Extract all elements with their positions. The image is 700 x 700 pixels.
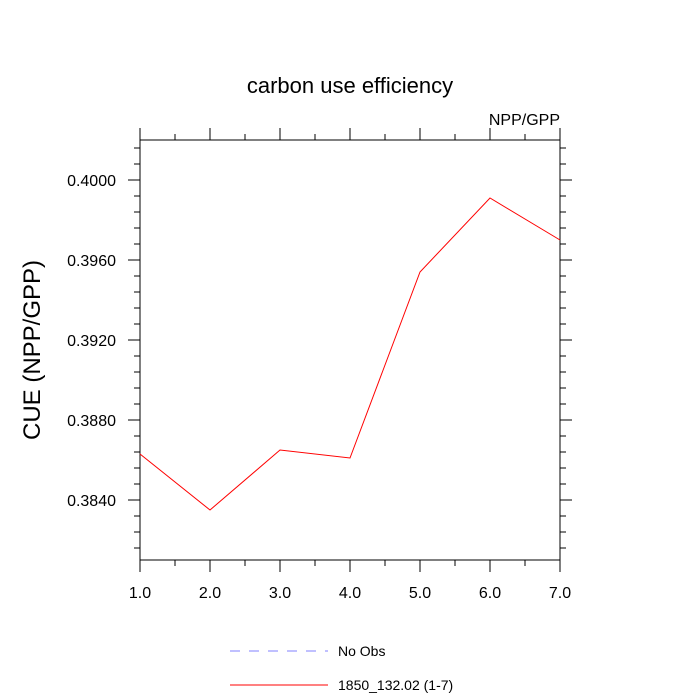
x-tick-label: 5.0 bbox=[409, 585, 431, 602]
legend: No Obs 1850_132.02 (1-7) bbox=[230, 643, 453, 693]
y-tick-label: 0.3880 bbox=[67, 413, 116, 430]
y-tick-label: 0.3920 bbox=[67, 333, 116, 350]
x-tick-label: 2.0 bbox=[199, 585, 221, 602]
x-tick-label: 6.0 bbox=[479, 585, 501, 602]
axis-ticks: 1.0 2.0 3.0 4.0 5.0 6.0 7.0 0.3840 0.3880 0.3920 0… bbox=[67, 128, 572, 602]
x-tick-label: 1.0 bbox=[129, 585, 151, 602]
x-tick-label: 3.0 bbox=[269, 585, 291, 602]
y-tick-label: 0.4000 bbox=[67, 173, 116, 190]
series-layer bbox=[139, 197, 561, 511]
legend-label: No Obs bbox=[338, 643, 385, 659]
chart-title: carbon use efficiency bbox=[247, 73, 453, 98]
y-axis-label: CUE (NPP/GPP) bbox=[19, 260, 46, 440]
legend-label: 1850_132.02 (1-7) bbox=[338, 677, 453, 693]
y-tick-label: 0.3960 bbox=[67, 253, 116, 270]
x-tick-label: 7.0 bbox=[549, 585, 571, 602]
plot-frame bbox=[139, 139, 561, 561]
series-line bbox=[139, 197, 561, 511]
chart-subtitle-right: NPP/GPP bbox=[489, 112, 560, 129]
x-tick-label: 4.0 bbox=[339, 585, 361, 602]
y-tick-label: 0.3840 bbox=[67, 493, 116, 510]
